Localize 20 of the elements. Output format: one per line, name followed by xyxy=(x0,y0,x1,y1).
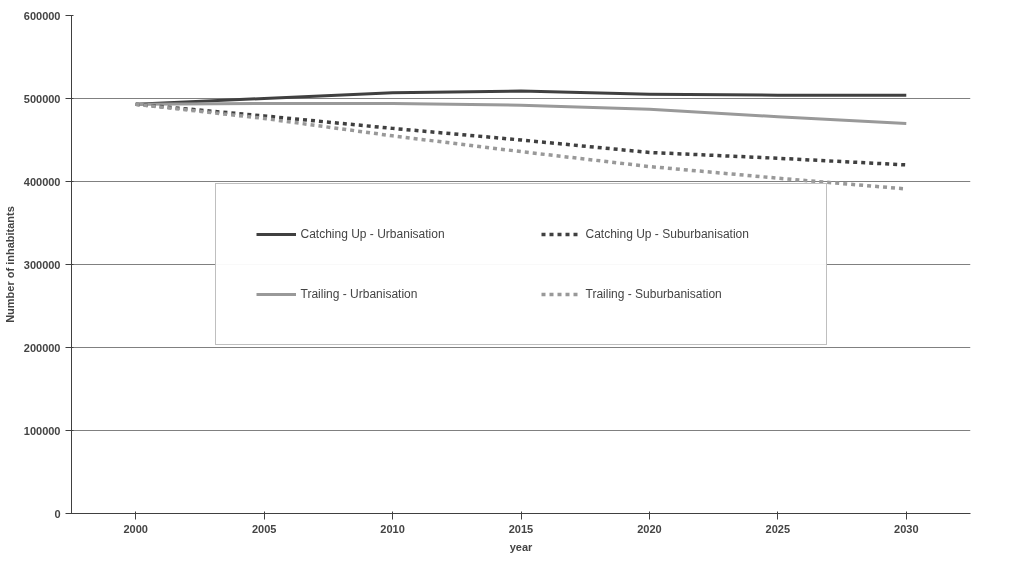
legend-label: Catching Up - Suburbanisation xyxy=(585,227,750,241)
x-tick-label: 2005 xyxy=(251,522,277,535)
x-axis-title: year xyxy=(509,540,534,553)
x-tick-label: 2000 xyxy=(123,522,148,535)
y-tick-label: 600000 xyxy=(23,9,61,22)
y-tick-label: 300000 xyxy=(23,258,61,271)
legend-label: Trailing - Suburbanisation xyxy=(585,287,723,301)
x-tick-label: 2030 xyxy=(894,522,919,535)
legend-label: Catching Up - Urbanisation xyxy=(300,227,446,241)
y-tick-label: 400000 xyxy=(23,175,61,188)
y-axis-title: Number of inhabitants xyxy=(3,206,16,323)
legend-label: Trailing - Urbanisation xyxy=(300,287,419,301)
x-tick-label: 2015 xyxy=(508,522,534,535)
y-tick-label: 0 xyxy=(54,507,61,520)
x-tick-label: 2025 xyxy=(765,522,791,535)
y-tick-label: 500000 xyxy=(23,92,61,105)
x-tick-label: 2010 xyxy=(380,522,405,535)
y-tick-label: 200000 xyxy=(23,341,61,354)
y-tick-label: 100000 xyxy=(23,424,61,437)
x-tick-label: 2020 xyxy=(637,522,662,535)
